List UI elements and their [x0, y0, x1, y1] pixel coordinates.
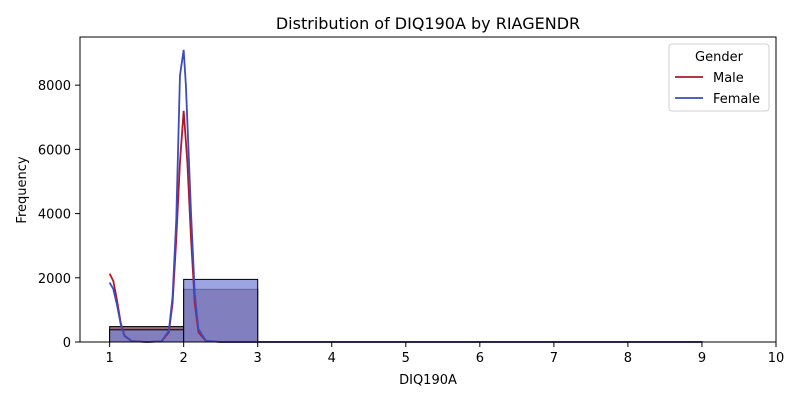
x-tick-label: 6 [476, 351, 484, 366]
x-axis-title: DIQ190A [399, 373, 457, 388]
kde-line-female [108, 49, 702, 343]
x-tick-label: 1 [105, 351, 113, 366]
y-tick-label: 6000 [38, 143, 71, 158]
x-tick-label: 2 [180, 351, 188, 366]
y-tick-label: 2000 [38, 272, 71, 287]
x-tick-label: 8 [624, 351, 632, 366]
legend-title: Gender [695, 50, 744, 65]
kde-lines [108, 49, 702, 343]
plot-frame [79, 36, 777, 343]
legend-label-male: Male [713, 71, 744, 86]
x-tick-label: 9 [698, 351, 706, 366]
y-tick-label: 4000 [38, 208, 71, 223]
y-tick-label: 8000 [38, 79, 71, 94]
y-axis-title: Frequency [15, 156, 30, 223]
x-tick-label: 3 [254, 351, 262, 366]
y-axis-ticks: 0 2000 4000 6000 8000 [38, 79, 80, 351]
chart-title: Distribution of DIQ190A by RIAGENDR [276, 14, 580, 33]
legend-box [668, 43, 770, 112]
x-tick-label: 7 [550, 351, 558, 366]
bar-female-0 [109, 329, 185, 343]
x-axis-ticks: 1 2 3 4 5 6 7 8 9 10 [105, 342, 784, 366]
x-tick-label: 10 [768, 351, 785, 366]
x-tick-label: 5 [402, 351, 410, 366]
x-tick-label: 4 [328, 351, 336, 366]
legend: Gender Male Female [668, 43, 770, 112]
y-tick-label: 0 [63, 336, 71, 351]
legend-label-female: Female [713, 92, 760, 107]
